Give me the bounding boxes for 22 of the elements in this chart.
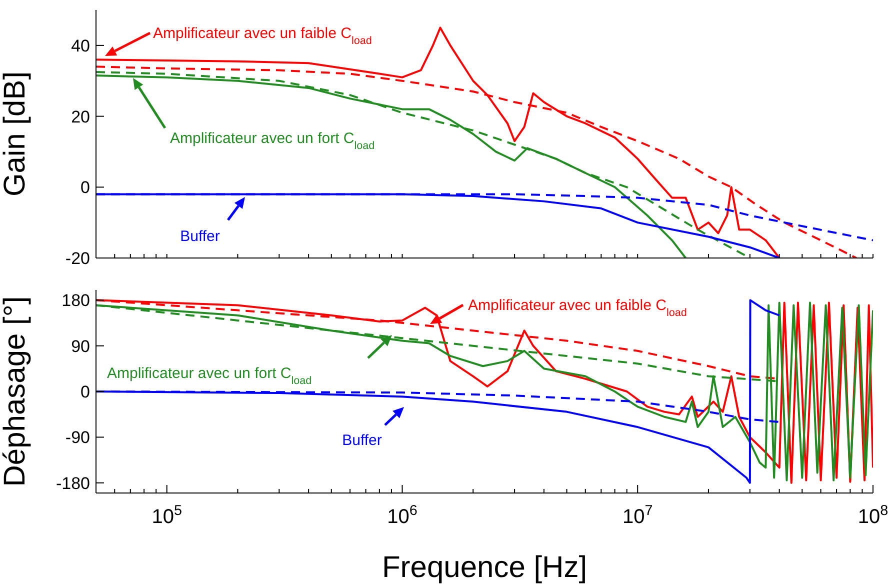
annotation: Amplificateur avec un fort C$_{load}$ [107,365,312,387]
annotation: Amplificateur avec un faible C$_{load}$ [153,25,372,47]
annotation: Buffer [342,432,382,449]
x-tick-label: 10$^{7}$ [622,503,653,528]
x-tick-label: 10$^{6}$ [387,503,418,528]
x-tick-label: 10$^{5}$ [152,503,182,528]
y-tick-label: -180 [56,474,90,493]
y-tick-label: -20 [65,249,90,268]
y-tick-label: 20 [71,107,90,126]
y-axis-title: Déphasage [°] [0,296,32,487]
annotation: Amplificateur avec un faible C$_{load}$ [468,297,687,319]
y-tick-label: 180 [62,291,90,310]
annotation: Amplificateur avec un fort C$_{load}$ [170,130,375,152]
x-axis-title: Frequence [Hz] [382,551,588,584]
y-axis-title: Gain [dB] [0,71,32,197]
y-tick-label: 90 [71,336,90,356]
annotation: Buffer [180,228,220,245]
y-tick-label: 0 [80,178,90,198]
y-tick-label: 40 [71,36,90,56]
y-tick-label: 0 [80,382,90,402]
y-tick-label: -90 [65,428,90,448]
x-tick-label: 10$^{8}$ [858,503,888,528]
